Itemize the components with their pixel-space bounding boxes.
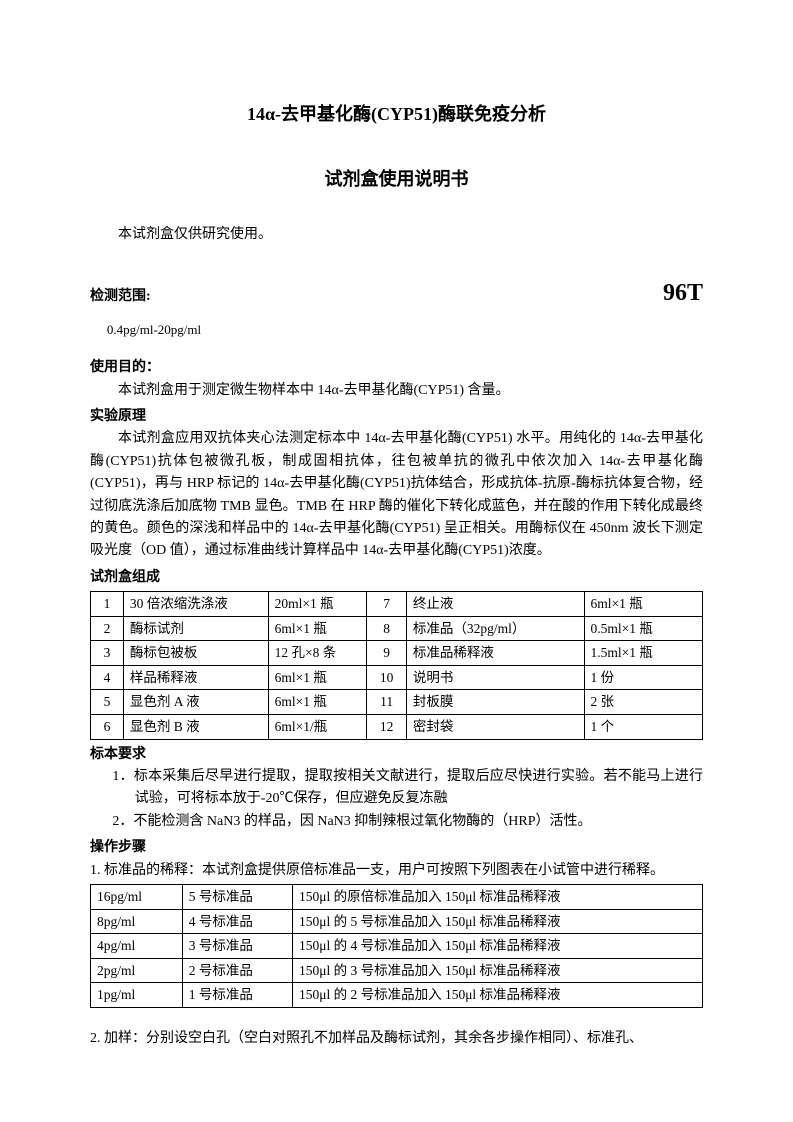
principle-heading: 实验原理: [90, 406, 703, 428]
table-cell: 1: [91, 592, 124, 617]
table-cell: 样品稀释液: [123, 665, 268, 690]
table-cell: 1 个: [584, 715, 702, 740]
purpose-text: 本试剂盒用于测定微生物样本中 14α-去甲基化酶(CYP51) 含量。: [90, 380, 703, 402]
table-cell: 8: [367, 616, 406, 641]
table-cell: 1 份: [584, 665, 702, 690]
dilution-table: 16pg/ml5 号标准品150μl 的原倍标准品加入 150μl 标准品稀释液…: [90, 884, 703, 1008]
table-cell: 6: [91, 715, 124, 740]
table-cell: 标准品稀释液: [406, 641, 584, 666]
table-cell: 显色剂 B 液: [123, 715, 268, 740]
composition-heading: 试剂盒组成: [90, 567, 703, 589]
table-cell: 16pg/ml: [91, 884, 183, 909]
table-cell: 标准品（32pg/ml）: [406, 616, 584, 641]
range-heading: 检测范围:: [90, 286, 151, 308]
purpose-heading: 使用目的：: [90, 357, 703, 379]
table-cell: 10: [367, 665, 406, 690]
table-cell: 2 号标准品: [182, 958, 292, 983]
range-spec-row: 检测范围: 96T: [90, 274, 703, 312]
composition-table: 130 倍浓缩洗涤液20ml×1 瓶7终止液6ml×1 瓶2酶标试剂6ml×1 …: [90, 591, 703, 740]
table-cell: 终止液: [406, 592, 584, 617]
table-cell: 150μl 的 4 号标准品加入 150μl 标准品稀释液: [292, 934, 702, 959]
table-row: 2pg/ml2 号标准品150μl 的 3 号标准品加入 150μl 标准品稀释…: [91, 958, 703, 983]
table-cell: 12 孔×8 条: [268, 641, 367, 666]
table-cell: 3: [91, 641, 124, 666]
table-row: 3酶标包被板12 孔×8 条9标准品稀释液1.5ml×1 瓶: [91, 641, 703, 666]
table-cell: 密封袋: [406, 715, 584, 740]
table-cell: 20ml×1 瓶: [268, 592, 367, 617]
table-cell: 12: [367, 715, 406, 740]
table-cell: 酶标包被板: [123, 641, 268, 666]
principle-text: 本试剂盒应用双抗体夹心法测定标本中 14α-去甲基化酶(CYP51) 水平。用纯…: [90, 428, 703, 562]
table-row: 5显色剂 A 液6ml×1 瓶11封板膜2 张: [91, 690, 703, 715]
table-row: 8pg/ml4 号标准品150μl 的 5 号标准品加入 150μl 标准品稀释…: [91, 909, 703, 934]
table-cell: 1 号标准品: [182, 983, 292, 1008]
table-cell: 2pg/ml: [91, 958, 183, 983]
step-item: 2. 加样：分别设空白孔（空白对照孔不加样品及酶标试剂，其余各步操作相同）、标准…: [90, 1028, 703, 1050]
table-cell: 3 号标准品: [182, 934, 292, 959]
table-cell: 8pg/ml: [91, 909, 183, 934]
table-row: 4样品稀释液6ml×1 瓶10说明书1 份: [91, 665, 703, 690]
sample-req-item: 1．标本采集后尽早进行提取，提取按相关文献进行，提取后应尽快进行实验。若不能马上…: [90, 766, 703, 811]
table-cell: 11: [367, 690, 406, 715]
table-row: 2酶标试剂6ml×1 瓶8标准品（32pg/ml）0.5ml×1 瓶: [91, 616, 703, 641]
table-cell: 4: [91, 665, 124, 690]
table-cell: 封板膜: [406, 690, 584, 715]
table-cell: 150μl 的 5 号标准品加入 150μl 标准品稀释液: [292, 909, 702, 934]
table-cell: 2 张: [584, 690, 702, 715]
steps-heading: 操作步骤: [90, 837, 703, 859]
sub-title: 试剂盒使用说明书: [90, 165, 703, 194]
table-cell: 4 号标准品: [182, 909, 292, 934]
table-cell: 30 倍浓缩洗涤液: [123, 592, 268, 617]
table-cell: 6ml×1/瓶: [268, 715, 367, 740]
table-cell: 酶标试剂: [123, 616, 268, 641]
intro-text: 本试剂盒仅供研究使用。: [90, 224, 703, 246]
table-row: 4pg/ml3 号标准品150μl 的 4 号标准品加入 150μl 标准品稀释…: [91, 934, 703, 959]
table-cell: 显色剂 A 液: [123, 690, 268, 715]
table-row: 6显色剂 B 液6ml×1/瓶12密封袋1 个: [91, 715, 703, 740]
table-cell: 1.5ml×1 瓶: [584, 641, 702, 666]
table-cell: 5 号标准品: [182, 884, 292, 909]
table-cell: 4pg/ml: [91, 934, 183, 959]
range-value: 0.4pg/ml-20pg/ml: [90, 320, 703, 341]
table-cell: 150μl 的 3 号标准品加入 150μl 标准品稀释液: [292, 958, 702, 983]
sample-req-item: 2．不能检测含 NaN3 的样品，因 NaN3 抑制辣根过氧化物酶的（HRP）活…: [90, 811, 703, 833]
table-cell: 0.5ml×1 瓶: [584, 616, 702, 641]
table-cell: 6ml×1 瓶: [584, 592, 702, 617]
table-cell: 1pg/ml: [91, 983, 183, 1008]
spec-96t: 96T: [663, 274, 703, 312]
main-title: 14α-去甲基化酶(CYP51)酶联免疫分析: [90, 100, 703, 129]
table-cell: 6ml×1 瓶: [268, 690, 367, 715]
table-cell: 6ml×1 瓶: [268, 616, 367, 641]
sample-req-heading: 标本要求: [90, 744, 703, 766]
table-cell: 9: [367, 641, 406, 666]
step-item: 1. 标准品的稀释：本试剂盒提供原倍标准品一支，用户可按照下列图表在小试管中进行…: [90, 860, 703, 882]
table-cell: 7: [367, 592, 406, 617]
table-row: 1pg/ml1 号标准品150μl 的 2 号标准品加入 150μl 标准品稀释…: [91, 983, 703, 1008]
table-cell: 6ml×1 瓶: [268, 665, 367, 690]
table-row: 16pg/ml5 号标准品150μl 的原倍标准品加入 150μl 标准品稀释液: [91, 884, 703, 909]
table-cell: 5: [91, 690, 124, 715]
table-cell: 150μl 的原倍标准品加入 150μl 标准品稀释液: [292, 884, 702, 909]
table-row: 130 倍浓缩洗涤液20ml×1 瓶7终止液6ml×1 瓶: [91, 592, 703, 617]
table-cell: 150μl 的 2 号标准品加入 150μl 标准品稀释液: [292, 983, 702, 1008]
table-cell: 2: [91, 616, 124, 641]
table-cell: 说明书: [406, 665, 584, 690]
